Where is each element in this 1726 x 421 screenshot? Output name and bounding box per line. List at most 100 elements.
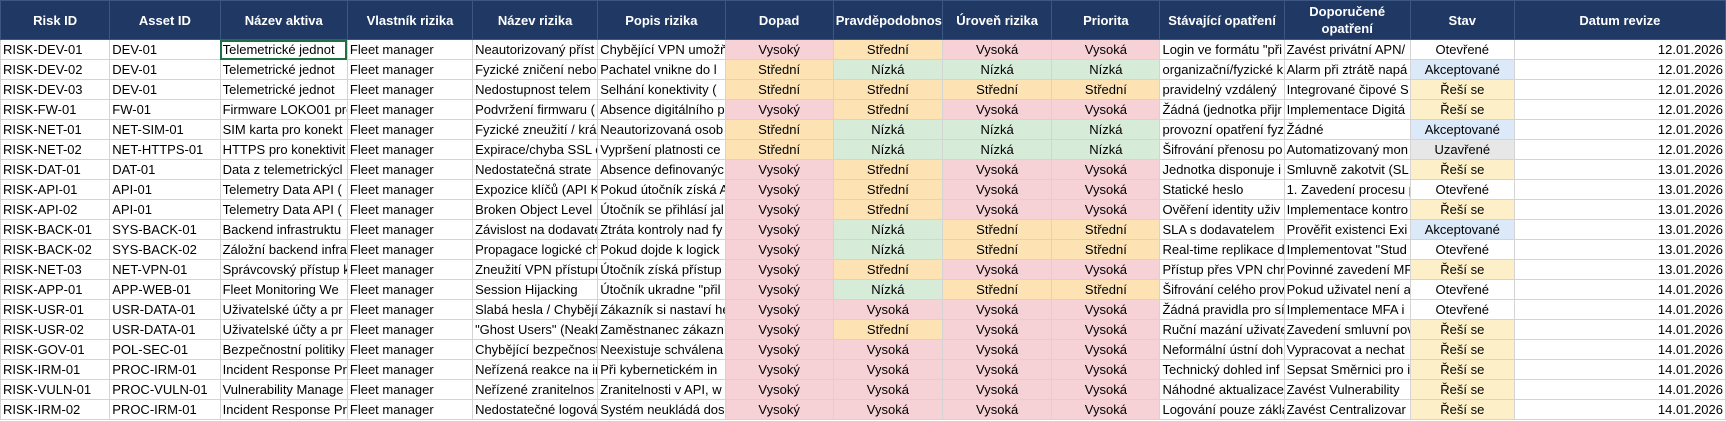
table-cell[interactable]: Uzavřené <box>1409 139 1515 160</box>
table-cell[interactable]: Zranitelnosti v API, w <box>597 379 726 400</box>
table-cell[interactable]: Šifrování celého prov <box>1159 279 1285 300</box>
table-cell[interactable]: Vysoká <box>941 159 1053 180</box>
table-cell[interactable]: 14.01.2026 <box>1513 339 1726 360</box>
table-row[interactable]: RISK-GOV-01 POL-SEC-01 Bezpečnostní politi… <box>0 339 1726 360</box>
table-cell[interactable]: Řeší se <box>1409 399 1515 420</box>
table-cell[interactable]: Nedostupnost telem <box>472 79 599 100</box>
table-cell[interactable]: Nízká <box>832 219 944 240</box>
table-cell[interactable]: provozní opatření fyz <box>1159 119 1285 140</box>
table-cell[interactable]: Žádná pravidla pro sí <box>1159 299 1285 320</box>
table-cell[interactable]: Vysoká <box>1051 179 1161 200</box>
column-header[interactable]: Doporučené opatření <box>1283 0 1411 40</box>
table-cell[interactable]: Akceptované <box>1409 119 1515 140</box>
table-cell[interactable]: 13.01.2026 <box>1513 199 1726 220</box>
table-cell[interactable]: DEV-01 <box>109 59 221 80</box>
table-cell[interactable]: Neexistuje schválena <box>597 339 726 360</box>
table-cell[interactable]: Systém neukládá dos <box>597 399 726 420</box>
table-cell[interactable]: Fleet manager <box>346 79 474 100</box>
table-cell[interactable]: Střední <box>832 319 944 340</box>
table-cell[interactable]: Závislost na dodavate <box>472 219 599 240</box>
table-cell[interactable]: RISK-NET-03 <box>0 259 111 280</box>
table-cell[interactable]: Vysoká <box>941 339 1053 360</box>
table-cell[interactable]: Neautorizovaná osob <box>597 119 726 140</box>
table-cell[interactable]: Střední <box>832 199 944 220</box>
table-cell[interactable]: Uživatelské účty a pr <box>219 319 348 340</box>
table-cell[interactable]: SYS-BACK-02 <box>109 239 221 260</box>
table-cell[interactable]: Vysoký <box>724 99 834 120</box>
table-cell[interactable]: "Ghost Users" (Neakt <box>472 319 599 340</box>
table-cell[interactable]: Nízká <box>941 119 1053 140</box>
table-cell[interactable]: Nedostatečná strate <box>472 159 599 180</box>
table-cell[interactable]: Střední <box>724 119 834 140</box>
table-cell[interactable]: Telemetry Data API ( <box>219 179 348 200</box>
table-cell[interactable]: 14.01.2026 <box>1513 319 1726 340</box>
table-cell[interactable]: Nízká <box>1051 59 1161 80</box>
table-cell[interactable]: USR-DATA-01 <box>109 319 221 340</box>
table-cell[interactable]: Střední <box>941 239 1053 260</box>
table-cell[interactable]: Automatizovaný mon <box>1283 139 1411 160</box>
table-row[interactable]: RISK-BACK-01 SYS-BACK-01 Backend infrastru… <box>0 219 1726 240</box>
table-cell[interactable]: 13.01.2026 <box>1513 179 1726 200</box>
table-cell[interactable]: Žádné <box>1283 119 1411 140</box>
table-row[interactable]: RISK-DEV-01 DEV-01 Telemetrické jednot Flee… <box>0 39 1726 60</box>
table-cell[interactable]: 12.01.2026 <box>1513 79 1726 100</box>
table-cell[interactable]: Střední <box>832 79 944 100</box>
table-cell[interactable]: 12.01.2026 <box>1513 59 1726 80</box>
table-cell[interactable]: Implementace kontro <box>1283 199 1411 220</box>
table-cell[interactable]: Slabá hesla / Chybějí <box>472 299 599 320</box>
table-cell[interactable]: RISK-USR-02 <box>0 319 111 340</box>
table-cell[interactable]: Telemetry Data API ( <box>219 199 348 220</box>
table-cell[interactable]: Chybějící VPN umožň <box>597 39 726 60</box>
table-cell[interactable]: Implementovat "Stud <box>1283 239 1411 260</box>
table-cell[interactable]: RISK-USR-01 <box>0 299 111 320</box>
table-cell[interactable]: Střední <box>832 179 944 200</box>
table-cell[interactable]: Zneužití VPN přístupu <box>472 259 599 280</box>
table-row[interactable]: RISK-USR-02 USR-DATA-01 Uživatelské účty a… <box>0 319 1726 340</box>
table-cell[interactable]: Ověření identity uživ <box>1159 199 1285 220</box>
table-cell[interactable]: Fleet manager <box>346 359 474 380</box>
table-cell[interactable]: Střední <box>724 59 834 80</box>
table-cell[interactable]: Střední <box>1051 279 1161 300</box>
table-cell[interactable]: Nízká <box>941 59 1053 80</box>
table-cell[interactable]: Otevřené <box>1409 279 1515 300</box>
table-cell[interactable]: 13.01.2026 <box>1513 159 1726 180</box>
table-cell[interactable]: organizační/fyzické k <box>1159 59 1285 80</box>
table-cell[interactable]: Absence digitálního p <box>597 99 726 120</box>
table-cell[interactable]: Propagace logické ch <box>472 239 599 260</box>
table-cell[interactable]: Vysoký <box>724 219 834 240</box>
table-cell[interactable]: Alarm při ztrátě napá <box>1283 59 1411 80</box>
table-cell[interactable]: Řeší se <box>1409 199 1515 220</box>
table-cell[interactable]: Vysoký <box>724 39 834 60</box>
table-cell[interactable]: DEV-01 <box>109 39 221 60</box>
table-cell[interactable]: Vysoká <box>832 299 944 320</box>
table-cell[interactable]: Expozice klíčů (API K <box>472 179 599 200</box>
table-cell[interactable]: Nízká <box>832 119 944 140</box>
table-cell[interactable]: Střední <box>941 79 1053 100</box>
table-cell[interactable]: Vysoká <box>832 359 944 380</box>
table-cell[interactable]: Vysoká <box>1051 379 1161 400</box>
table-cell[interactable]: PROC-VULN-01 <box>109 379 221 400</box>
table-cell[interactable]: 12.01.2026 <box>1513 39 1726 60</box>
table-cell[interactable]: Nízká <box>832 139 944 160</box>
table-cell[interactable]: RISK-DAT-01 <box>0 159 111 180</box>
table-cell[interactable]: 12.01.2026 <box>1513 139 1726 160</box>
table-cell[interactable]: Implementace Digitá <box>1283 99 1411 120</box>
table-cell[interactable]: Zavést Vulnerability <box>1283 379 1411 400</box>
table-cell[interactable]: Vysoká <box>1051 319 1161 340</box>
table-cell[interactable]: API-01 <box>109 199 221 220</box>
table-cell[interactable]: NET-VPN-01 <box>109 259 221 280</box>
table-cell[interactable]: SYS-BACK-01 <box>109 219 221 240</box>
table-cell[interactable]: Fleet manager <box>346 299 474 320</box>
table-cell[interactable]: Vysoký <box>724 239 834 260</box>
table-cell[interactable]: Vysoká <box>1051 199 1161 220</box>
table-cell[interactable]: RISK-GOV-01 <box>0 339 111 360</box>
table-cell[interactable]: Povinné zavedení MF <box>1283 259 1411 280</box>
table-cell[interactable]: Otevřené <box>1409 179 1515 200</box>
table-cell[interactable]: Útočník se přihlásí jal <box>597 199 726 220</box>
table-cell[interactable]: Vysoký <box>724 399 834 420</box>
table-cell[interactable]: Vypracovat a nechat <box>1283 339 1411 360</box>
table-cell[interactable]: Pokud útočník získá A <box>597 179 726 200</box>
table-cell[interactable]: Fleet manager <box>346 99 474 120</box>
column-header[interactable]: Pravděpodobnost <box>832 0 944 40</box>
table-cell[interactable]: 12.01.2026 <box>1513 119 1726 140</box>
